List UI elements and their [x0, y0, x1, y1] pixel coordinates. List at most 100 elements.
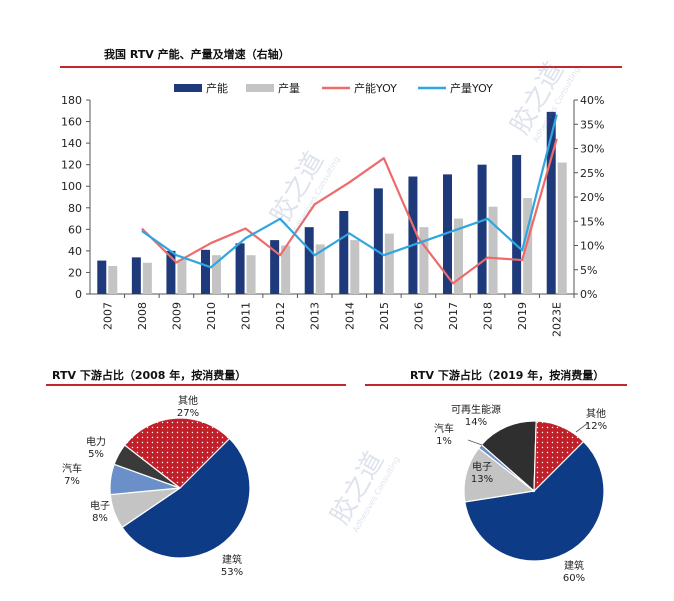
x-tick-label: 2012 — [274, 302, 287, 330]
x-tick-label: 2023E — [551, 302, 564, 337]
legend-capacity-label: 产能 — [206, 81, 228, 95]
output-bar — [488, 206, 498, 294]
y2-tick-label: 5% — [580, 264, 597, 277]
output-bar — [419, 227, 429, 294]
chart-title-right-pie: RTV 下游占比（2019 年，按消费量） — [410, 369, 605, 382]
capacity-bar — [166, 250, 176, 294]
x-tick-label: 2019 — [516, 302, 529, 330]
y2-tick-label: 30% — [580, 143, 604, 156]
output-bar — [523, 198, 533, 294]
output-bar — [454, 218, 463, 294]
output-bar — [177, 259, 187, 294]
capacity-bar — [408, 176, 418, 294]
x-tick-label: 2011 — [240, 302, 253, 330]
legend-output-swatch — [246, 84, 274, 92]
output-yoy-line — [141, 114, 558, 269]
x-tick-label: 2014 — [343, 302, 356, 330]
output-bar — [315, 244, 325, 294]
x-tick-label: 2010 — [205, 302, 218, 330]
pie2019-slice — [464, 440, 605, 562]
capacity-bar — [304, 227, 314, 294]
capacity-bar — [443, 174, 452, 294]
y2-tick-label: 40% — [580, 94, 604, 107]
capacity-bar — [131, 257, 141, 294]
pie2019-leader-other — [575, 422, 589, 433]
pie2019-slice-value: 60% — [563, 573, 585, 584]
output-bar — [281, 245, 291, 294]
pie2019-leader-auto — [467, 439, 483, 446]
legend-capacity-yoy-label: 产能YOY — [354, 81, 397, 95]
x-tick-label: 2018 — [482, 302, 495, 330]
y2-tick-label: 15% — [580, 215, 604, 228]
pie2019-slice — [463, 447, 536, 503]
pie2008-slice-label: 其他 — [178, 394, 198, 407]
pie2008-slice-label: 电力 — [86, 435, 106, 448]
x-tick-label: 2016 — [412, 302, 425, 330]
capacity-bar — [97, 260, 107, 294]
legend-capacity-swatch — [174, 84, 202, 92]
legend-output-label: 产量 — [278, 81, 300, 95]
y-tick-label: 80 — [68, 202, 82, 215]
pie2019-slice-label: 汽车 — [434, 422, 454, 435]
y-tick-label: 120 — [61, 159, 82, 172]
y2-tick-label: 25% — [580, 167, 604, 180]
y2-tick-label: 35% — [580, 118, 604, 131]
y-tick-label: 100 — [61, 180, 82, 193]
pie2019-slice-value: 14% — [465, 417, 487, 428]
output-bar — [557, 162, 567, 294]
capacity-yoy-line — [141, 138, 558, 285]
title-rule-right — [365, 384, 627, 386]
pie2019-slice-label: 电子 — [472, 460, 492, 473]
pie2008-slice-value: 5% — [88, 449, 104, 460]
y-tick-label: 40 — [68, 245, 82, 258]
capacity-bar — [373, 188, 383, 294]
pie2008-slice-value: 27% — [177, 408, 199, 419]
title-rule-top — [60, 66, 622, 68]
capacity-bar — [546, 111, 556, 294]
capacity-bar — [235, 243, 245, 294]
pie2019-slice-label: 可再生能源 — [451, 403, 501, 416]
capacity-bar — [477, 164, 487, 294]
pie2019-slice-value: 13% — [471, 474, 493, 485]
x-tick-label: 2013 — [309, 302, 322, 330]
pie2008-slice-value: 7% — [64, 476, 80, 487]
y2-tick-label: 0% — [580, 288, 597, 301]
output-bar — [108, 265, 118, 294]
capacity-bar — [339, 211, 349, 294]
pie2008-slice — [123, 417, 231, 489]
capacity-bar — [512, 154, 522, 294]
pie2008-slice-value: 53% — [221, 567, 243, 578]
y-tick-label: 160 — [61, 116, 82, 129]
output-bar — [384, 233, 394, 294]
y2-tick-label: 10% — [580, 240, 604, 253]
legend-output-yoy-label: 产量YOY — [450, 81, 493, 95]
pie2019-slice-label: 其他 — [586, 407, 606, 420]
pie2019-slice — [480, 420, 537, 493]
capacity-bar — [270, 240, 280, 294]
pie2019-slice-value: 1% — [436, 436, 452, 447]
y2-tick-label: 20% — [580, 191, 604, 204]
chart-title-left-pie: RTV 下游占比（2008 年，按消费量） — [52, 369, 247, 382]
y-tick-label: 180 — [61, 94, 82, 107]
capacity-bar — [201, 249, 210, 294]
pie2019-slice — [533, 420, 585, 493]
x-tick-label: 2007 — [101, 302, 114, 330]
y-tick-label: 140 — [61, 137, 82, 150]
y-tick-label: 0 — [75, 288, 82, 301]
output-bar — [212, 255, 221, 294]
pie2008-slice-value: 8% — [92, 513, 108, 524]
x-tick-label: 2008 — [136, 302, 149, 330]
chart-title-top: 我国 RTV 产能、产量及增速（右轴） — [104, 48, 290, 61]
x-tick-label: 2009 — [170, 302, 183, 330]
output-bar — [350, 240, 360, 294]
y-tick-label: 20 — [68, 266, 82, 279]
title-rule-left — [46, 384, 346, 386]
pie2019-slice-value: 12% — [585, 421, 607, 432]
x-tick-label: 2017 — [447, 302, 460, 330]
pie2008-slice-label: 汽车 — [62, 462, 82, 475]
pie2008-slice-label: 电子 — [90, 499, 110, 512]
